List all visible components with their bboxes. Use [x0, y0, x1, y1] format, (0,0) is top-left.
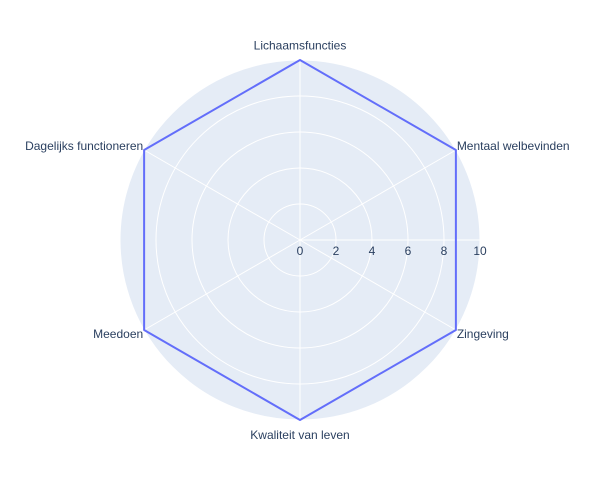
angular-axis-label: Zingeving — [457, 327, 509, 341]
radial-tick-label: 6 — [405, 244, 412, 258]
grid-spoke — [299, 149, 457, 241]
radial-tick-label: 8 — [441, 244, 448, 258]
radial-tick-label: 0 — [297, 244, 304, 258]
series-line — [143, 59, 457, 421]
polar-grid — [119, 59, 481, 421]
angular-axis-label: Lichaamsfuncties — [254, 39, 347, 53]
angular-axis-label: Dagelijks functioneren — [25, 139, 143, 153]
radial-tick-label: 2 — [333, 244, 340, 258]
grid-spoke — [143, 149, 301, 241]
radial-axis-ticks: 0 2 4 6 8 10 — [297, 244, 487, 258]
grid-spoke — [143, 239, 301, 331]
series-layer — [143, 59, 457, 421]
radial-tick-label: 10 — [473, 244, 487, 258]
grid-spoke — [299, 239, 457, 331]
angular-axis-labels: Lichaamsfuncties Mentaal welbevinden Zinge… — [25, 39, 569, 442]
angular-axis-label: Kwaliteit van leven — [250, 428, 349, 442]
angular-axis-label: Meedoen — [93, 327, 143, 341]
radial-tick-label: 4 — [369, 244, 376, 258]
angular-axis-label: Mentaal welbevinden — [457, 139, 570, 153]
